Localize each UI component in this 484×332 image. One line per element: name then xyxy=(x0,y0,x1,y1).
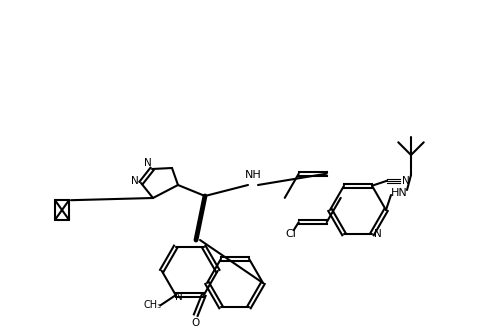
Text: CH₃: CH₃ xyxy=(144,300,162,310)
Text: Cl: Cl xyxy=(285,229,296,239)
Text: N: N xyxy=(175,292,182,302)
Text: N: N xyxy=(131,176,139,186)
Text: HN: HN xyxy=(391,188,408,198)
Text: O: O xyxy=(192,318,200,328)
Text: NH: NH xyxy=(244,170,261,180)
Text: N: N xyxy=(402,176,410,186)
Text: N: N xyxy=(374,229,382,239)
Text: N: N xyxy=(144,158,152,168)
